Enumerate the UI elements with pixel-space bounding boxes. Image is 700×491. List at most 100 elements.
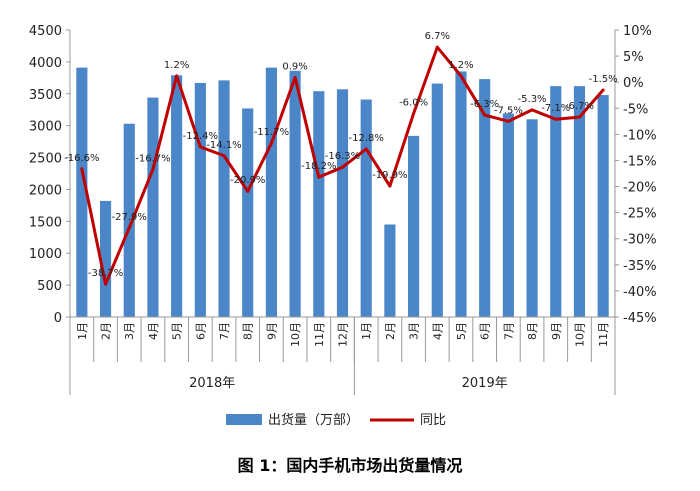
month-label: 1月: [360, 322, 373, 340]
yoy-point-4: [151, 167, 155, 171]
yoy-point-10: [293, 75, 297, 79]
month-label: 9月: [265, 322, 278, 340]
yoy-point-11: [317, 175, 321, 179]
yoy-data-label: 1.2%: [448, 60, 473, 71]
bar-15: [408, 135, 420, 317]
right-tick-label: -35%: [623, 259, 657, 274]
bar-17: [455, 71, 467, 317]
yoy-point-7: [222, 154, 226, 158]
left-tick-label: 3000: [29, 120, 62, 135]
right-tick-label: -45%: [623, 311, 657, 326]
month-label: 6月: [194, 322, 207, 340]
yoy-data-label: -18.2%: [301, 161, 336, 172]
bar-20: [526, 119, 538, 318]
yoy-point-6: [198, 145, 202, 149]
month-label: 8月: [242, 322, 255, 340]
yoy-data-label: 1.2%: [164, 60, 189, 71]
yoy-data-label: -19.9%: [372, 170, 407, 181]
bar-11: [313, 91, 325, 317]
yoy-point-16: [435, 45, 439, 49]
yoy-data-label: -6.0%: [399, 97, 428, 108]
month-label: 5月: [455, 322, 468, 340]
left-tick-label: 3500: [29, 88, 62, 103]
bar-5: [171, 75, 183, 317]
month-label: 4月: [431, 322, 444, 340]
yoy-data-label: -14.1%: [206, 140, 241, 151]
month-label: 11月: [597, 322, 610, 347]
left-tick-label: 1000: [29, 247, 62, 262]
bar-6: [194, 82, 206, 318]
month-label: 5月: [171, 322, 184, 340]
yoy-point-13: [364, 147, 368, 151]
legend: 出货量（万部） 同比: [226, 412, 446, 428]
month-label: 10月: [573, 322, 586, 347]
month-label: 1月: [76, 322, 89, 340]
bar-19: [502, 113, 514, 317]
yoy-data-label: -6.7%: [565, 101, 594, 112]
figure-caption: 图 1：国内手机市场出货量情况: [237, 456, 463, 475]
legend-label-shipments: 出货量（万部）: [268, 412, 359, 428]
bar-9: [265, 67, 277, 317]
month-label: 3月: [408, 322, 421, 340]
right-tick-label: 5%: [623, 50, 644, 65]
bar-16: [431, 83, 443, 317]
yoy-data-label: -1.5%: [589, 74, 618, 85]
bar-12: [336, 89, 349, 318]
yoy-point-22: [577, 115, 581, 119]
right-tick-label: -5%: [623, 102, 648, 117]
left-tick-label: 1500: [29, 215, 62, 230]
yoy-point-3: [127, 226, 131, 230]
left-tick-label: 2000: [29, 183, 62, 198]
month-label: 10月: [289, 322, 302, 347]
data-labels: -16.6% -38.7% -27.9% -16.7% 1.2% -12.4%-14.1%…: [64, 31, 618, 279]
year-label: 2018年: [189, 376, 235, 391]
year-label: 2019年: [462, 376, 508, 391]
axes: 0 500 1000 1500 2000 2500 3000 3500 4000 4500 -45%…: [29, 24, 657, 395]
legend-label-yoy: 同比: [420, 413, 446, 428]
bar-8: [242, 108, 254, 318]
yoy-point-2: [104, 282, 108, 286]
yoy-point-21: [554, 117, 558, 121]
yoy-data-label: 0.9%: [282, 61, 307, 72]
bar-2: [99, 200, 112, 317]
month-label: 9月: [550, 322, 563, 340]
right-tick-label: -40%: [623, 285, 657, 300]
right-tick-label: -25%: [623, 207, 657, 222]
yoy-point-8: [246, 189, 250, 193]
bar-22: [573, 86, 586, 317]
yoy-data-label: -12.4%: [183, 131, 218, 142]
yoy-point-23: [601, 88, 605, 92]
bar-3: [123, 123, 135, 318]
yoy-point-5: [175, 74, 179, 78]
left-tick-label: 0: [54, 311, 62, 326]
yoy-data-label: -27.9%: [112, 212, 147, 223]
yoy-data-label: -20.9%: [230, 175, 265, 186]
yoy-data-label: -5.3%: [518, 94, 547, 105]
month-label: 7月: [218, 322, 231, 340]
left-tick-label: 4000: [29, 56, 62, 71]
yoy-data-label: -16.6%: [64, 153, 99, 164]
month-label: 2月: [384, 322, 397, 340]
bar-10: [289, 70, 301, 317]
yoy-point-14: [388, 184, 392, 188]
yoy-point-15: [412, 111, 416, 115]
right-tick-label: 10%: [623, 24, 652, 39]
bar-1: [76, 67, 88, 317]
yoy-data-label: -6.3%: [470, 99, 499, 110]
yoy-point-17: [459, 74, 463, 78]
left-tick-label: 2500: [29, 152, 62, 167]
line-series: [80, 45, 605, 286]
month-label: 4月: [147, 322, 160, 340]
yoy-point-9: [269, 141, 273, 145]
right-tick-label: -15%: [623, 154, 657, 169]
month-label: 6月: [479, 322, 492, 340]
yoy-data-label: -16.7%: [135, 153, 170, 164]
bar-4: [147, 97, 159, 317]
bar-7: [218, 80, 230, 317]
yoy-point-12: [341, 165, 344, 169]
yoy-data-label: -7.1%: [541, 103, 570, 114]
yoy-data-label: -11.7%: [254, 127, 289, 138]
right-tick-label: 0%: [623, 76, 644, 91]
yoy-data-label: 6.7%: [425, 31, 450, 42]
